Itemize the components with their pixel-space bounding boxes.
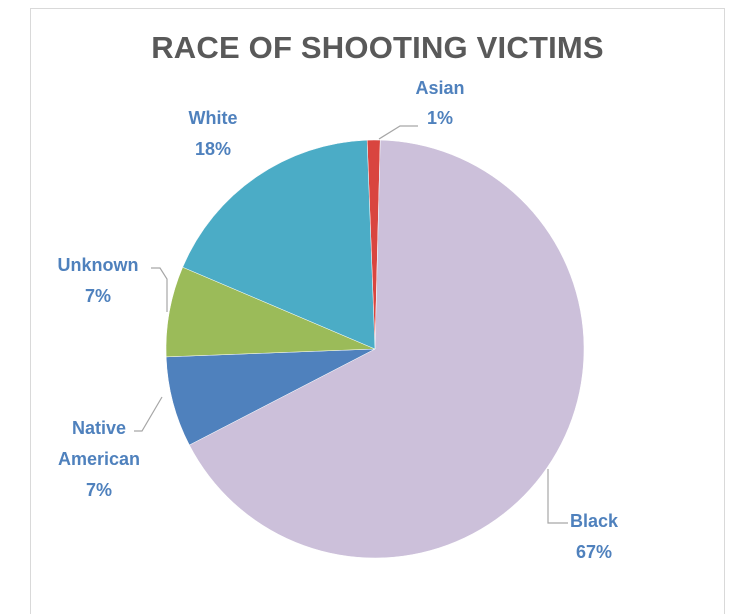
leader-lines	[134, 125, 568, 524]
data-labels: Asian 1% Black 67% Native American 7% Unknown 7%…	[58, 78, 619, 562]
data-label-native-american-value: 7%	[86, 480, 112, 500]
data-label-black-value: 67%	[576, 542, 612, 562]
leader-line-black	[547, 469, 568, 524]
data-label-black-name: Black	[570, 511, 619, 531]
data-label-white-name: White	[189, 108, 238, 128]
leader-line-native-american	[134, 396, 163, 432]
data-label-unknown-name: Unknown	[58, 255, 139, 275]
data-label-asian-value: 1%	[427, 108, 453, 128]
data-label-native-american-name: Native	[72, 418, 126, 438]
data-label-asian-name: Asian	[415, 78, 464, 98]
leader-line-unknown	[151, 267, 168, 312]
data-label-unknown-value: 7%	[85, 286, 111, 306]
pie-slice-white	[182, 139, 376, 350]
chart-title: RACE OF SHOOTING VICTIMS	[151, 30, 604, 65]
pie-slice-black	[189, 139, 585, 559]
data-label-white-value: 18%	[195, 139, 231, 159]
data-label-native-american-name: American	[58, 449, 140, 469]
leader-line-asian	[378, 125, 418, 140]
pie-slices	[165, 139, 585, 559]
